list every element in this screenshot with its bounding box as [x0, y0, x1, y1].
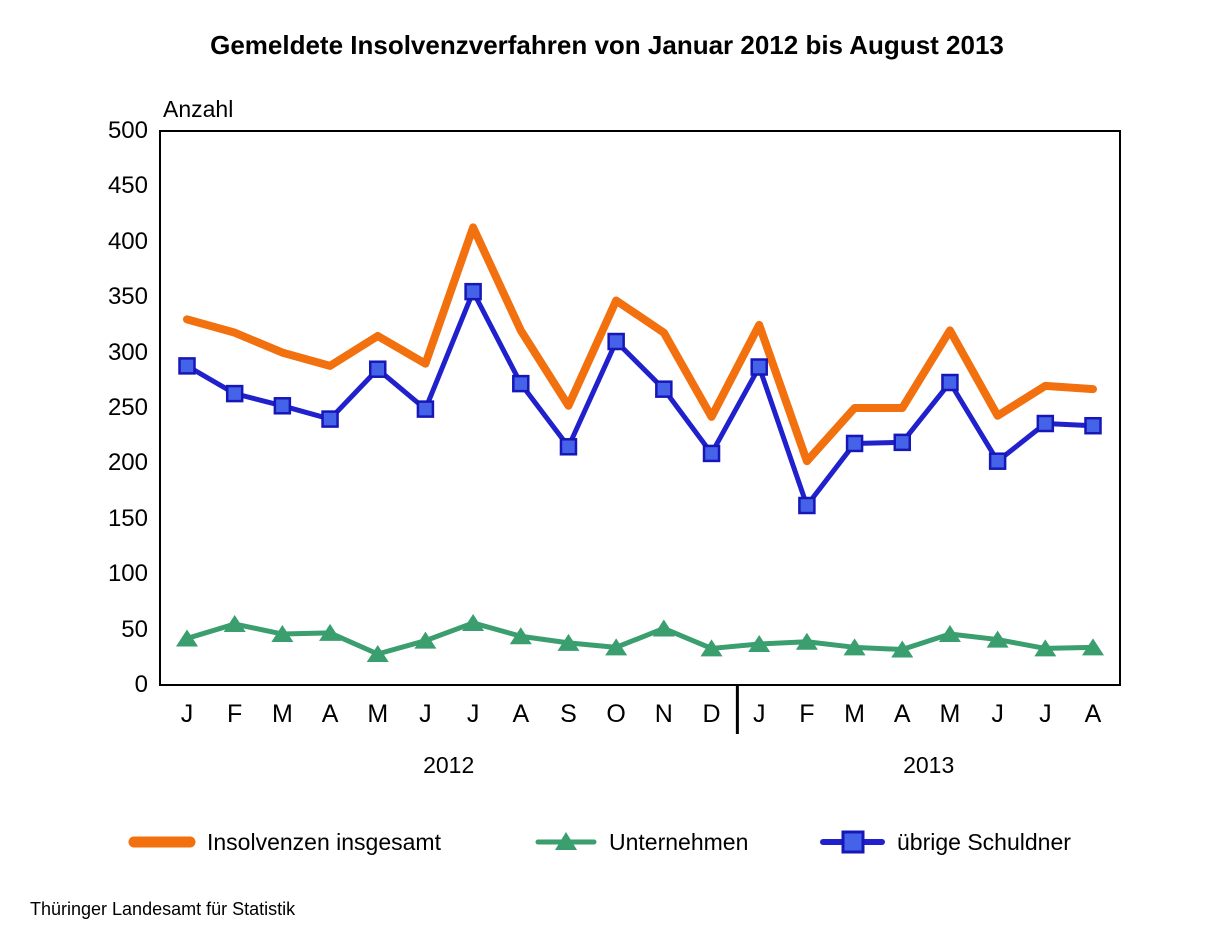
x-tick-label: A — [1084, 700, 1102, 728]
y-tick-label: 200 — [107, 449, 148, 477]
x-tick-label: J — [180, 700, 194, 728]
x-tick-label: O — [606, 700, 626, 728]
x-tick-label: S — [560, 700, 577, 728]
year-label-2012: 2012 — [423, 752, 475, 778]
y-tick-label: 50 — [121, 615, 148, 643]
y-tick-label: 250 — [107, 394, 148, 421]
x-tick-label: J — [991, 700, 1004, 728]
legend-label-uebrige-schuldner: übrige Schuldner — [897, 828, 1071, 855]
y-axis-title: Anzahl — [163, 96, 234, 122]
y-tick-label: 500 — [107, 117, 148, 144]
y-tick-label: 350 — [107, 283, 148, 311]
x-tick-label: D — [702, 700, 721, 728]
x-tick-label: M — [939, 700, 961, 728]
y-tick-label: 450 — [107, 172, 148, 200]
series-1 — [176, 613, 1104, 662]
x-tick-label: M — [271, 700, 293, 728]
legend-item-insolvenzen-insgesamt: Insolvenzen insgesamt — [127, 829, 441, 855]
legend-item-uebrige-schuldner: übrige Schuldner — [820, 829, 1071, 855]
unternehmen-triangle-swatch-icon — [535, 832, 597, 850]
x-tick-label: J — [419, 700, 432, 728]
y-tick-label: 300 — [107, 338, 148, 366]
source-caption: Thüringer Landesamt für Statistik — [30, 899, 296, 919]
legend-label-unternehmen: Unternehmen — [609, 828, 749, 855]
x-tick-label: M — [844, 700, 865, 728]
insolvenzen-insgesamt-line-swatch-icon — [128, 836, 196, 848]
x-tick-label: N — [654, 700, 673, 728]
x-tick-label: A — [893, 700, 911, 728]
year-label-2013: 2013 — [903, 752, 955, 778]
uebrige-schuldner-square-swatch-icon — [820, 830, 885, 854]
plot-frame — [159, 130, 1121, 686]
x-tick-label: A — [512, 700, 530, 728]
series-0 — [183, 223, 1097, 466]
x-tick-label: J — [752, 700, 766, 728]
legend-item-unternehmen: Unternehmen — [535, 829, 748, 855]
x-tick-label: M — [367, 700, 389, 728]
y-tick-label: 150 — [107, 504, 148, 532]
x-tick-label: A — [321, 700, 339, 728]
y-tick-label: 100 — [107, 560, 148, 588]
y-tick-label: 400 — [107, 227, 148, 255]
x-tick-label: F — [799, 700, 815, 728]
x-tick-label: F — [227, 700, 243, 728]
legend-label-insolvenzen-insgesamt: Insolvenzen insgesamt — [207, 828, 441, 855]
x-tick-label: J — [466, 700, 480, 728]
x-tick-label: J — [1039, 700, 1052, 728]
y-tick-label: 0 — [134, 671, 148, 698]
series-2 — [178, 282, 1102, 515]
chart-title: Gemeldete Insolvenzverfahren von Januar … — [210, 30, 1004, 60]
